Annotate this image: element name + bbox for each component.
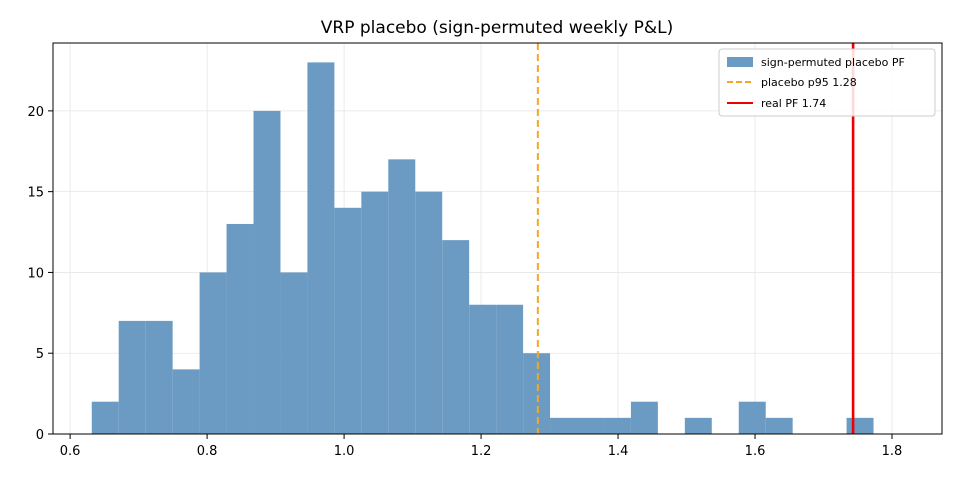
plot-frame xyxy=(52,42,943,435)
histogram-bar xyxy=(738,401,766,434)
histogram-bar xyxy=(846,417,874,434)
legend-label: placebo p95 1.28 xyxy=(761,76,857,89)
x-tick-label: 0.6 xyxy=(60,444,81,459)
histogram-bar xyxy=(199,272,227,434)
x-tick-label: 1.8 xyxy=(882,444,903,459)
histogram-bar xyxy=(280,272,308,434)
histogram-bar xyxy=(442,240,470,434)
histogram-bar xyxy=(361,191,389,434)
y-axis: 0 5 10 15 20 xyxy=(27,105,53,443)
histogram-bar xyxy=(253,110,281,435)
histogram-bar xyxy=(684,417,712,434)
histogram-bar xyxy=(603,417,631,434)
histogram-bar xyxy=(118,320,146,434)
legend: sign-permuted placebo PF placebo p95 1.28… xyxy=(718,48,936,117)
x-tick-label: 1.2 xyxy=(471,444,492,459)
histogram-bar xyxy=(765,417,793,434)
y-tick-label: 20 xyxy=(27,105,44,120)
y-tick-label: 15 xyxy=(27,186,44,201)
x-tick-label: 1.0 xyxy=(334,444,355,459)
x-tick-label: 0.8 xyxy=(197,444,218,459)
x-tick-label: 1.4 xyxy=(608,444,629,459)
histogram-bar xyxy=(226,223,254,434)
histogram-bar xyxy=(496,304,524,434)
histogram-bar xyxy=(91,401,119,434)
legend-label: real PF 1.74 xyxy=(761,97,826,110)
histogram-bar xyxy=(523,353,551,434)
histogram-bar xyxy=(145,320,173,434)
histogram-bar xyxy=(307,62,335,435)
histogram-bar xyxy=(630,401,658,434)
legend-box xyxy=(718,48,936,117)
y-tick-label: 5 xyxy=(36,347,44,362)
x-tick-label: 1.6 xyxy=(745,444,766,459)
histogram-bar xyxy=(334,207,362,434)
y-tick-label: 0 xyxy=(36,428,44,443)
histogram-bars xyxy=(91,62,874,435)
histogram-bar xyxy=(172,369,200,434)
histogram-bar xyxy=(469,304,497,434)
histogram-bar xyxy=(577,417,604,434)
legend-swatch-placebo-pf xyxy=(727,57,753,67)
x-axis: 0.6 0.8 1.0 1.2 1.4 1.6 1.8 xyxy=(60,434,903,459)
chart-title: VRP placebo (sign-permuted weekly P&L) xyxy=(321,18,673,38)
y-tick-label: 10 xyxy=(27,266,44,281)
histogram-bar xyxy=(550,417,578,434)
histogram-bar xyxy=(388,159,416,435)
histogram-bar xyxy=(415,191,443,434)
legend-label: sign-permuted placebo PF xyxy=(761,56,905,69)
